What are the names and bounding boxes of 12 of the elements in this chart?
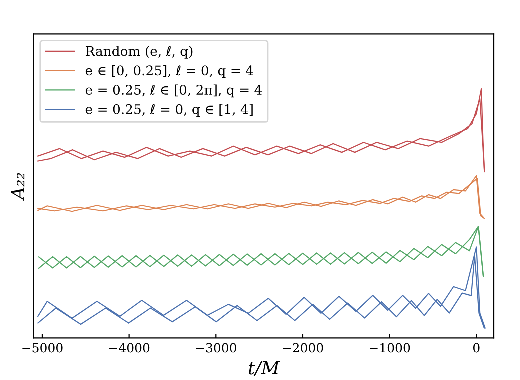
legend-label: e = 0.25, ℓ ∈ [0, 2π], q = 4 [86, 84, 262, 98]
x-tick-label: −5000 [22, 343, 63, 353]
x-axis-title: t/M [248, 361, 280, 376]
legend-label: e = 0.25, ℓ = 0, q ∈ [1, 4] [86, 104, 253, 117]
legend-label: e ∈ [0, 0.25], ℓ = 0, q = 4 [86, 65, 254, 78]
x-tick-label: −3000 [196, 343, 236, 353]
x-tick-label: −4000 [109, 343, 150, 353]
x-tick-label: 0 [473, 343, 480, 353]
x-tick-label: −2000 [283, 343, 324, 353]
x-tick-label: −1000 [370, 343, 410, 353]
y-axis-title: A₂₂ [11, 173, 25, 202]
legend-label: Random (e, ℓ, q) [86, 46, 193, 59]
